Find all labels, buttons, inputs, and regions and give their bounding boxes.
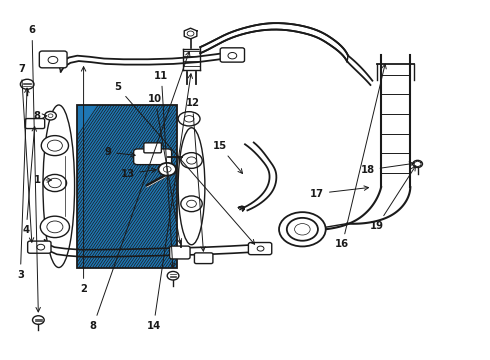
Circle shape (279, 212, 326, 247)
FancyBboxPatch shape (144, 143, 161, 153)
Ellipse shape (43, 105, 74, 267)
Text: 11: 11 (154, 71, 175, 267)
Circle shape (49, 178, 61, 188)
Circle shape (47, 221, 63, 233)
Circle shape (287, 218, 318, 241)
Circle shape (48, 57, 58, 64)
Circle shape (413, 160, 422, 167)
Circle shape (40, 216, 70, 238)
Circle shape (228, 53, 237, 59)
Text: 3: 3 (17, 88, 29, 280)
FancyBboxPatch shape (220, 48, 245, 62)
Circle shape (187, 200, 196, 207)
FancyBboxPatch shape (134, 149, 172, 165)
FancyBboxPatch shape (25, 118, 45, 129)
Circle shape (32, 316, 44, 324)
Circle shape (21, 79, 34, 89)
Ellipse shape (178, 128, 205, 245)
Ellipse shape (184, 116, 194, 122)
Text: 8: 8 (33, 111, 47, 121)
Circle shape (257, 246, 264, 251)
Circle shape (187, 157, 196, 164)
Text: 6: 6 (28, 25, 40, 312)
Polygon shape (200, 23, 348, 62)
FancyBboxPatch shape (39, 51, 67, 68)
Text: 1: 1 (33, 175, 51, 185)
Circle shape (45, 111, 56, 120)
Circle shape (181, 196, 202, 212)
Text: 7: 7 (18, 64, 34, 242)
Circle shape (181, 153, 202, 168)
FancyBboxPatch shape (170, 246, 190, 259)
Text: 13: 13 (121, 168, 156, 179)
Circle shape (48, 140, 62, 151)
Polygon shape (309, 187, 410, 230)
Bar (77, 105, 177, 267)
Text: 9: 9 (104, 147, 135, 157)
Text: 12: 12 (186, 98, 205, 251)
Text: 8: 8 (90, 51, 190, 331)
Polygon shape (414, 161, 421, 167)
Text: 5: 5 (114, 82, 255, 244)
Circle shape (41, 136, 69, 156)
Text: 18: 18 (361, 162, 414, 175)
FancyBboxPatch shape (248, 243, 272, 255)
FancyBboxPatch shape (195, 253, 213, 264)
Circle shape (163, 166, 171, 172)
Circle shape (158, 163, 176, 176)
Text: 14: 14 (147, 74, 193, 331)
Circle shape (37, 244, 45, 250)
Text: 19: 19 (370, 166, 416, 231)
Polygon shape (240, 143, 276, 210)
Text: 17: 17 (310, 186, 368, 199)
FancyBboxPatch shape (27, 241, 51, 253)
Circle shape (48, 114, 53, 117)
Circle shape (187, 31, 194, 36)
Polygon shape (347, 56, 372, 85)
Text: 16: 16 (335, 64, 386, 249)
Polygon shape (184, 28, 197, 39)
Text: 2: 2 (80, 67, 87, 294)
Bar (77, 105, 177, 267)
Text: 4: 4 (23, 127, 36, 235)
Circle shape (294, 224, 310, 235)
Circle shape (43, 175, 67, 192)
Text: 15: 15 (213, 141, 243, 174)
Circle shape (167, 271, 179, 280)
Ellipse shape (178, 112, 200, 126)
Text: 10: 10 (148, 94, 182, 243)
